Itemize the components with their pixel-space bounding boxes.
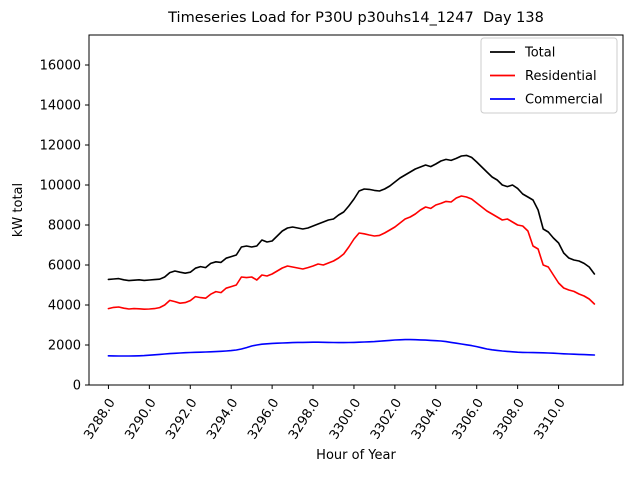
- y-tick-label: 12000: [40, 139, 81, 154]
- x-tick-label: 3296.0: [245, 396, 282, 442]
- plot-border: [88, 34, 624, 386]
- legend-label-total: Total: [524, 46, 555, 61]
- y-tick-label: 14000: [40, 99, 81, 114]
- y-tick-label: 10000: [40, 179, 81, 194]
- y-axis-label: kW total: [11, 183, 26, 237]
- x-tick-label: 3288.0: [81, 396, 118, 442]
- series-line-commercial: [107, 338, 596, 357]
- legend-label-residential: Residential: [525, 69, 597, 84]
- legend: Total Residential Commercial: [480, 37, 618, 114]
- x-tick-label: 3292.0: [163, 396, 200, 442]
- x-tick-label: 3298.0: [286, 396, 323, 442]
- x-tick-label: 3290.0: [122, 396, 159, 442]
- legend-label-commercial: Commercial: [525, 93, 603, 108]
- y-tick-label: 2000: [48, 339, 81, 354]
- y-tick-label: 0: [73, 379, 81, 394]
- series-layer: [107, 154, 596, 357]
- legend-box: [480, 37, 618, 114]
- y-tick-label: 16000: [40, 59, 81, 74]
- x-tick-label: 3304.0: [409, 396, 446, 442]
- series-line-total: [107, 154, 596, 282]
- x-tick-label: 3294.0: [204, 396, 241, 442]
- x-tick-label: 3306.0: [450, 396, 487, 442]
- x-tick-label: 3300.0: [327, 396, 364, 442]
- axes-spines: [88, 34, 624, 386]
- x-tick-label: 3302.0: [368, 396, 405, 442]
- series-line-residential: [107, 195, 596, 311]
- chart-title: Timeseries Load for P30U p30uhs14_1247 D…: [167, 10, 544, 26]
- y-tick-label: 6000: [48, 259, 81, 274]
- x-tick-label: 3310.0: [532, 396, 569, 442]
- y-tick-label: 4000: [48, 299, 81, 314]
- x-tick-label: 3308.0: [491, 396, 528, 442]
- y-tick-label: 8000: [48, 219, 81, 234]
- x-axis-label: Hour of Year: [316, 448, 396, 463]
